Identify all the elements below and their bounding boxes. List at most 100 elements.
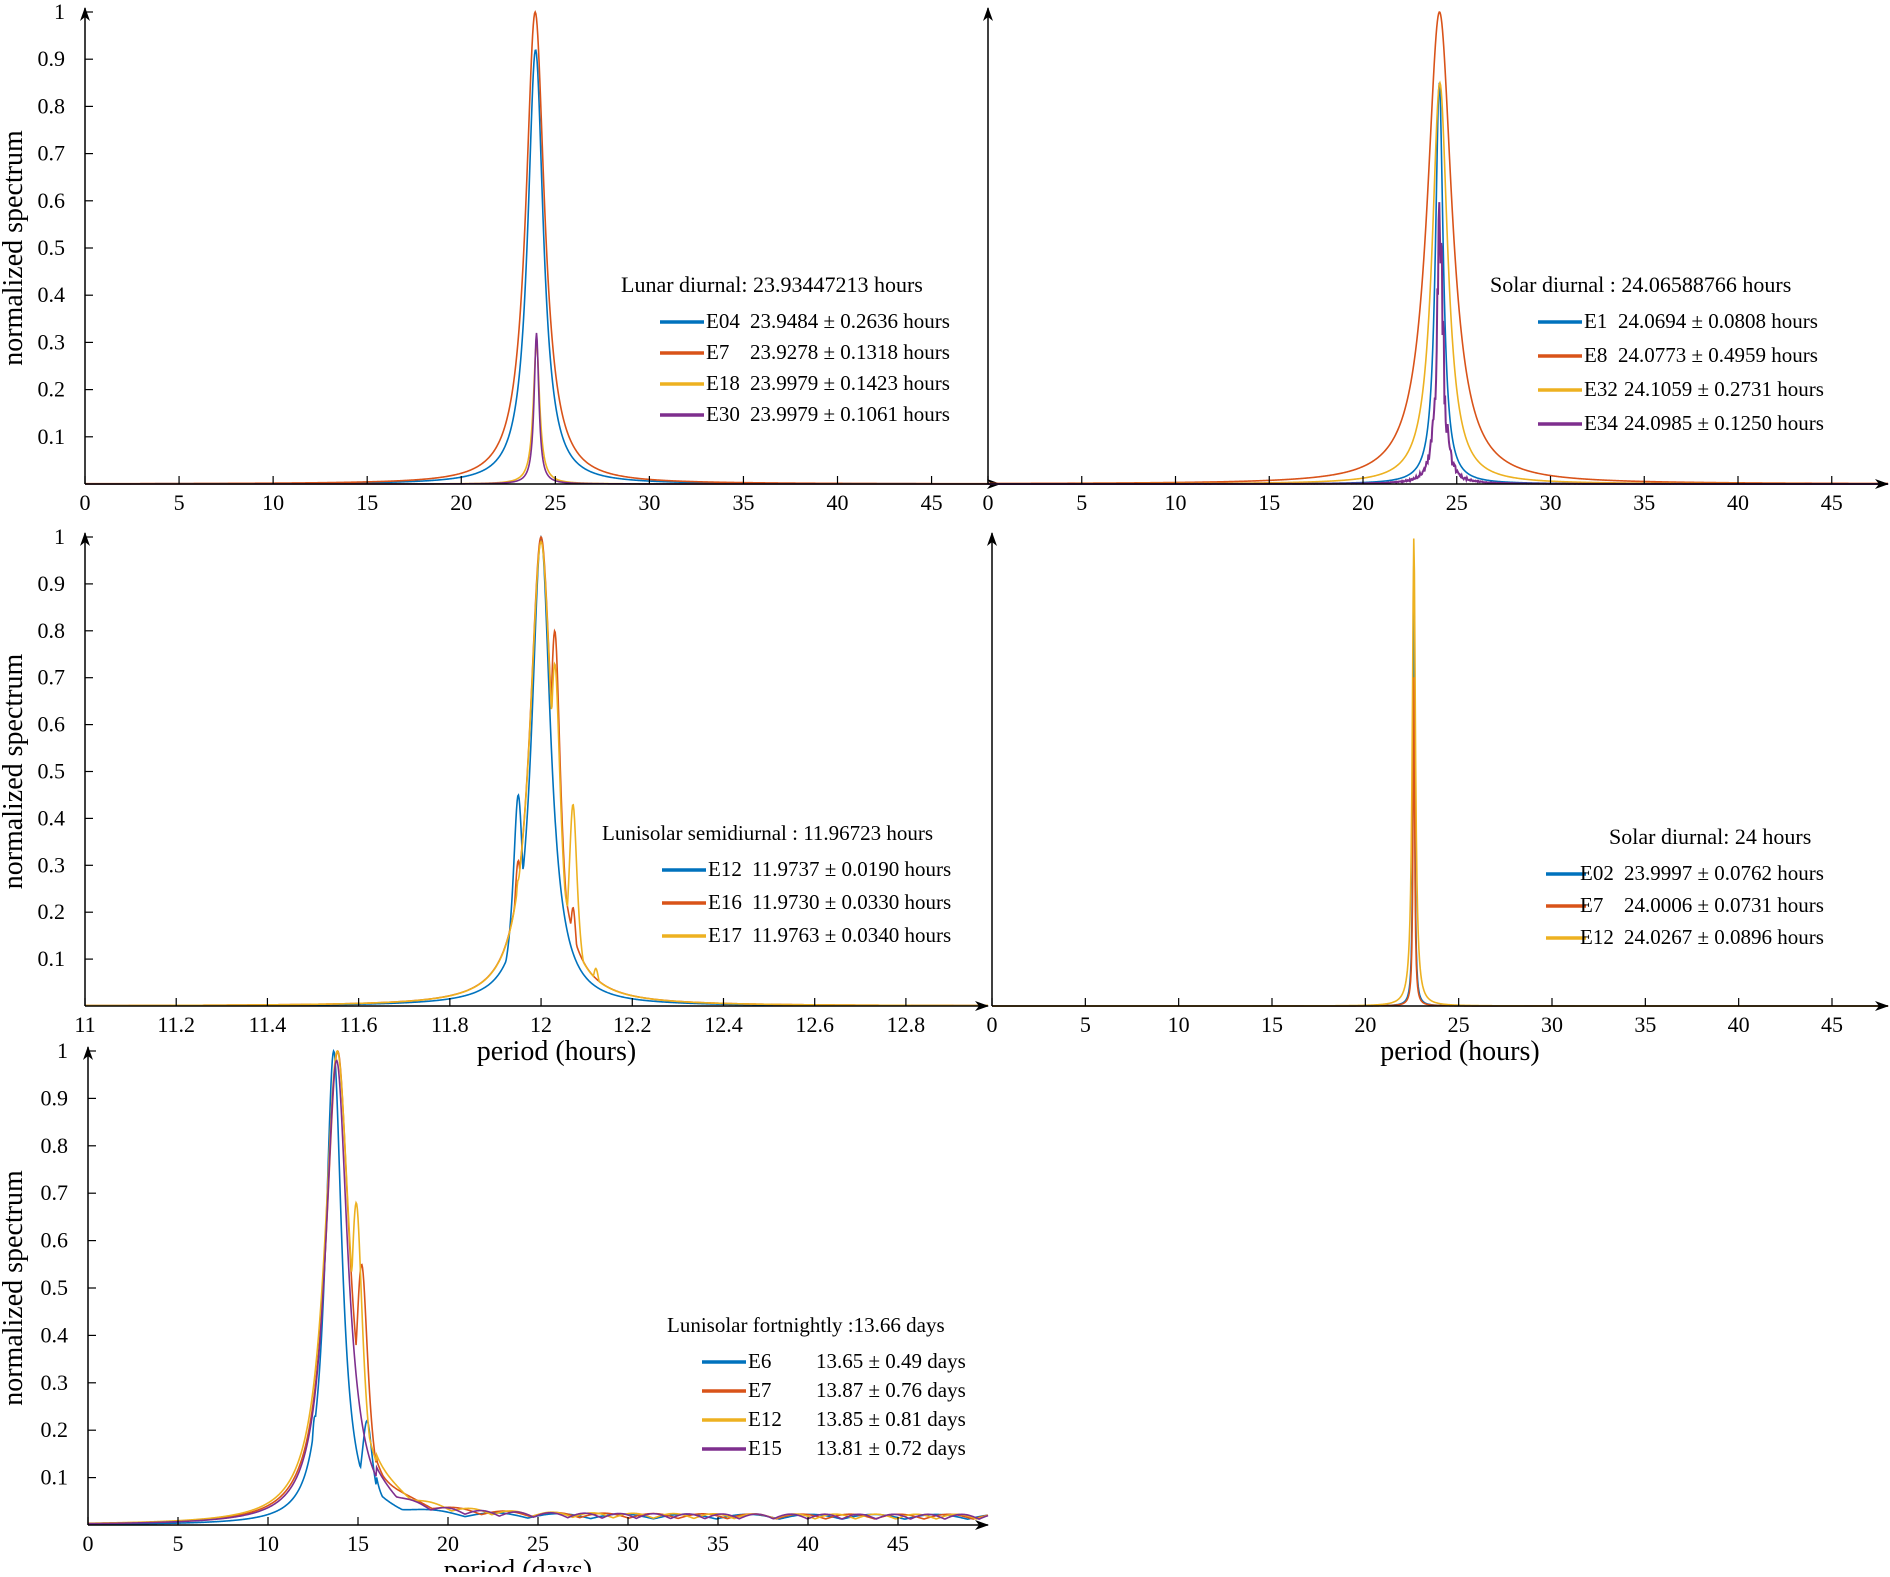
x-tick-label: 15: [1261, 1012, 1283, 1037]
legend-series-name: E17: [708, 923, 742, 947]
y-tick-label: 0.2: [38, 377, 66, 402]
legend-series-name: E7: [748, 1378, 771, 1402]
x-tick-label: 11.4: [249, 1012, 287, 1037]
legend-title: Solar diurnal : 24.06588766 hours: [1490, 272, 1791, 297]
chart-solar-diurnal-1: 0 5 10 15 20 25 30 35 40 45 Solar diurnal : 24.065…: [983, 7, 1889, 515]
legend-series-value: 23.9484 ± 0.2636 hours: [750, 309, 950, 333]
x-axis-label: period (days): [444, 1555, 593, 1572]
x-tick-label: 30: [638, 490, 660, 515]
legend: Lunisolar semidiurnal : 11.96723 hours E1…: [602, 821, 951, 947]
legend-series-value: 11.9730 ± 0.0330 hours: [752, 890, 951, 914]
x-tick-label: 0: [80, 490, 91, 515]
x-axis-label: period (hours): [477, 1036, 636, 1067]
y-axis-label: normalized spectrum: [0, 1170, 29, 1406]
legend-series-name: E32: [1584, 377, 1618, 401]
x-tick-label: 11.2: [157, 1012, 195, 1037]
y-tick-label: 0.9: [38, 46, 66, 71]
x-tick-label: 11.8: [431, 1012, 469, 1037]
legend-title: Solar diurnal: 24 hours: [1609, 824, 1811, 849]
legend-series-value: 23.9997 ± 0.0762 hours: [1624, 861, 1824, 885]
legend-series-value: 13.81 ± 0.72 days: [816, 1436, 966, 1460]
legend-title: Lunar diurnal: 23.93447213 hours: [621, 272, 923, 297]
x-tick-label: 45: [1821, 1012, 1843, 1037]
y-tick-label: 0.7: [38, 665, 66, 690]
y-axis-label: normalized spectrum: [0, 130, 29, 366]
legend-series-value: 23.9278 ± 0.1318 hours: [750, 340, 950, 364]
legend-series-name: E6: [748, 1349, 771, 1373]
x-tick-label: 35: [732, 490, 754, 515]
x-tick-label: 45: [887, 1531, 909, 1556]
x-tick-label: 25: [544, 490, 566, 515]
x-tick-label: 30: [617, 1531, 639, 1556]
legend-series-value: 24.0006 ± 0.0731 hours: [1624, 893, 1824, 917]
x-tick-label: 11.6: [340, 1012, 378, 1037]
x-tick-label: 20: [1354, 1012, 1376, 1037]
y-tick-label: 0.1: [38, 424, 66, 449]
y-tick-label: 0.1: [38, 946, 66, 971]
series-line-e15: [88, 1059, 989, 1525]
x-tick-label: 20: [437, 1531, 459, 1556]
x-tick-label: 25: [1446, 490, 1468, 515]
x-tick-label: 15: [1258, 490, 1280, 515]
y-axis-label: normalized spectrum: [0, 653, 29, 889]
y-tick-label: 0.9: [41, 1085, 69, 1110]
y-tick-label: 0.6: [41, 1228, 69, 1253]
x-tick-label: 0: [83, 1531, 94, 1556]
x-tick-label: 25: [527, 1531, 549, 1556]
x-tick-label: 12.2: [613, 1012, 652, 1037]
x-tick-label: 5: [1076, 490, 1087, 515]
legend-series-name: E1: [1584, 309, 1607, 333]
x-tick-label: 25: [1448, 1012, 1470, 1037]
legend: Solar diurnal: 24 hours E02 23.9997 ± 0.07…: [1546, 824, 1824, 949]
x-tick-label: 12: [530, 1012, 552, 1037]
legend-series-name: E7: [706, 340, 729, 364]
legend-series-value: 23.9979 ± 0.1423 hours: [750, 371, 950, 395]
x-tick-label: 30: [1541, 1012, 1563, 1037]
y-tick-label: 1: [54, 0, 65, 24]
x-tick-label: 5: [1080, 1012, 1091, 1037]
x-tick-label: 35: [1634, 1012, 1656, 1037]
legend-series-value: 24.0267 ± 0.0896 hours: [1624, 925, 1824, 949]
x-tick-label: 0: [983, 490, 994, 515]
x-tick-label: 5: [173, 1531, 184, 1556]
legend-title: Lunisolar semidiurnal : 11.96723 hours: [602, 821, 933, 845]
y-tick-label: 0.5: [38, 759, 66, 784]
x-tick-label: 40: [1727, 490, 1749, 515]
legend-series-name: E12: [1580, 925, 1614, 949]
y-tick-label: 0.8: [38, 618, 66, 643]
series-line-e17: [85, 540, 989, 1007]
x-tick-label: 5: [174, 490, 185, 515]
y-tick-label: 0.4: [38, 282, 66, 307]
x-tick-label: 20: [1352, 490, 1374, 515]
x-tick-label: 15: [347, 1531, 369, 1556]
legend-series-name: E12: [748, 1407, 782, 1431]
legend-series-value: 13.65 ± 0.49 days: [816, 1349, 966, 1373]
x-tick-label: 40: [797, 1531, 819, 1556]
legend: Lunar diurnal: 23.93447213 hours E04 23.94…: [621, 272, 950, 426]
x-tick-label: 45: [921, 490, 943, 515]
legend-series-name: E8: [1584, 343, 1607, 367]
legend-series-value: 11.9737 ± 0.0190 hours: [752, 857, 951, 881]
legend-series-name: E04: [706, 309, 740, 333]
legend-series-value: 24.0694 ± 0.0808 hours: [1618, 309, 1818, 333]
legend-series-value: 24.0985 ± 0.1250 hours: [1624, 411, 1824, 435]
legend: Solar diurnal : 24.06588766 hours E1 24.06…: [1490, 272, 1824, 435]
y-tick-label: 0.7: [38, 141, 66, 166]
x-tick-label: 40: [1728, 1012, 1750, 1037]
x-tick-label: 20: [450, 490, 472, 515]
y-tick-label: 0.6: [38, 188, 66, 213]
x-tick-label: 10: [1165, 490, 1187, 515]
x-tick-label: 15: [356, 490, 378, 515]
y-tick-label: 0.2: [38, 899, 66, 924]
chart-lunar-diurnal: 0 5 10 15 20 25 30 35 40 450.10.20.30.40.50.60.70…: [0, 0, 1001, 515]
y-tick-label: 0.6: [38, 712, 66, 737]
y-tick-label: 0.7: [41, 1180, 69, 1205]
y-tick-label: 1: [57, 1038, 68, 1063]
legend-title: Lunisolar fortnightly :13.66 days: [667, 1313, 945, 1337]
y-tick-label: 0.5: [41, 1275, 69, 1300]
x-tick-label: 10: [257, 1531, 279, 1556]
x-tick-label: 10: [1168, 1012, 1190, 1037]
x-tick-label: 35: [1633, 490, 1655, 515]
